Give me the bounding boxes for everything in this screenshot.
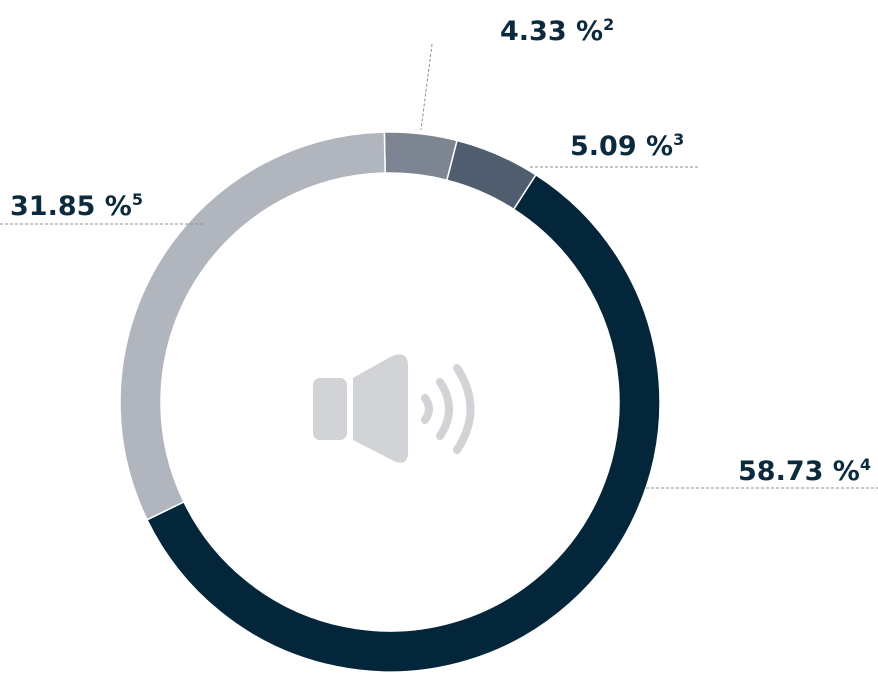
value-label-text: 58.73 % — [738, 456, 860, 487]
value-label-text: 31.85 % — [10, 191, 132, 222]
value-label: 4.33 %2 — [500, 15, 614, 47]
footnote-ref: 5 — [132, 190, 143, 209]
value-label: 58.73 %4 — [738, 455, 871, 487]
value-label-text: 4.33 % — [500, 16, 603, 47]
donut-segment — [383, 131, 459, 182]
donut-segment — [119, 131, 386, 521]
donut-segment — [146, 173, 661, 673]
footnote-ref: 2 — [603, 15, 614, 34]
footnote-ref: 4 — [860, 455, 871, 474]
value-label: 31.85 %5 — [10, 190, 143, 222]
center-icon — [313, 354, 475, 463]
footnote-ref: 3 — [673, 130, 684, 149]
leader-line — [420, 43, 433, 131]
value-label-text: 5.09 % — [570, 131, 673, 162]
value-label: 5.09 %3 — [570, 130, 684, 162]
